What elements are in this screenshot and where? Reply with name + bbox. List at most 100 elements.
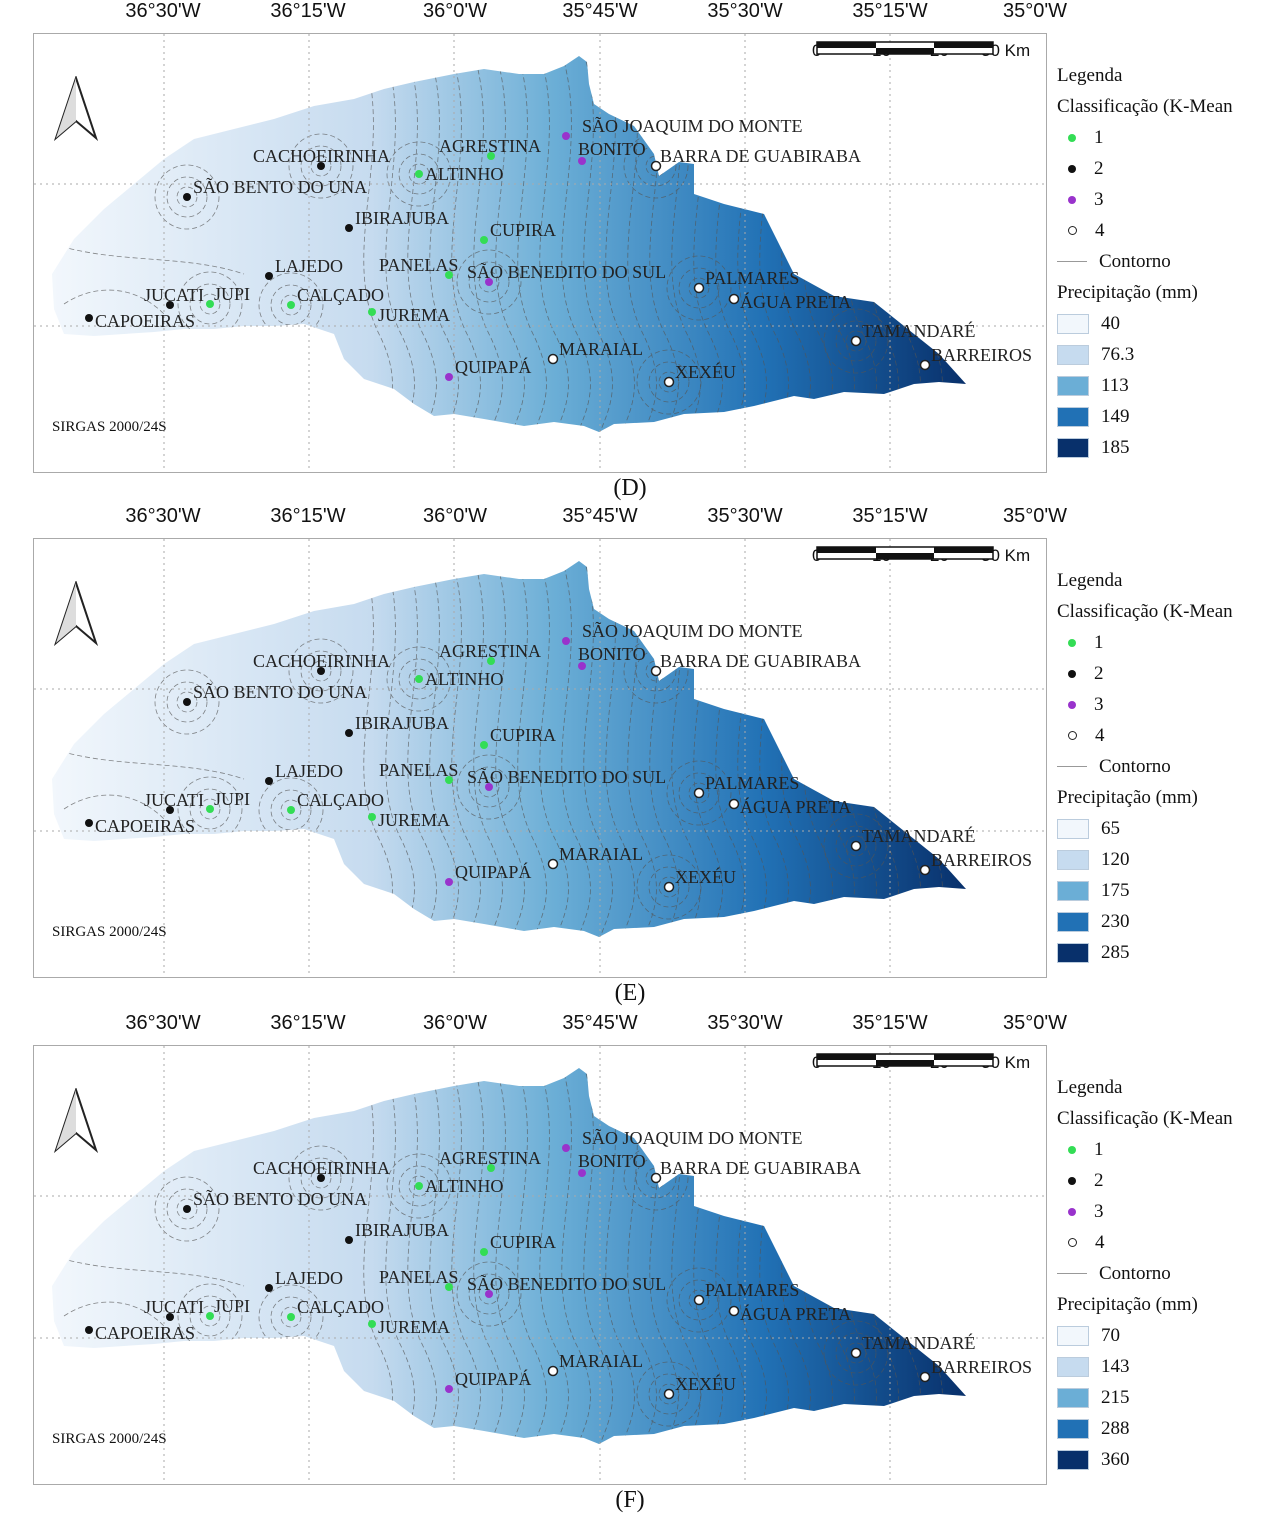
station-label: BARREIROS [931, 1357, 1032, 1377]
legend-classification-title: Classificação (K-Mean [1057, 1108, 1233, 1129]
station-capoeiras[interactable]: CAPOEIRAS [85, 311, 195, 331]
station-jupi[interactable]: JUPI [206, 789, 250, 813]
station-palmares[interactable]: PALMARES [693, 268, 800, 294]
station-bonito[interactable]: BONITO [578, 139, 646, 165]
station-jurema[interactable]: JUREMA [368, 810, 450, 830]
station--gua-preta[interactable]: ÁGUA PRETA [728, 796, 852, 817]
station-lajedo[interactable]: LAJEDO [265, 256, 343, 280]
station-xex-u[interactable]: XEXÉU [663, 361, 737, 388]
station-barra-de-guabiraba[interactable]: BARRA DE GUABIRABA [650, 651, 862, 677]
station-cupira[interactable]: CUPIRA [480, 725, 556, 749]
longitude-label: 35°30'W [707, 0, 783, 22]
legend-class-4: 4 [1057, 1227, 1281, 1258]
station-jurema[interactable]: JUREMA [368, 1317, 450, 1337]
class-label: 1 [1094, 127, 1104, 148]
station-cupira[interactable]: CUPIRA [480, 220, 556, 244]
station-ibirajuba[interactable]: IBIRAJUBA [345, 1220, 449, 1244]
station-s-o-benedito-do-sul[interactable]: SÃO BENEDITO DO SUL [467, 766, 666, 791]
station--gua-preta[interactable]: ÁGUA PRETA [728, 1303, 852, 1324]
station-bonito[interactable]: BONITO [578, 1151, 646, 1177]
station-panelas[interactable]: PANELAS [379, 760, 458, 784]
station-tamandar-[interactable]: TAMANDARÉ [850, 1332, 976, 1359]
station-altinho[interactable]: ALTINHO [415, 669, 503, 689]
legend-class-4: 4 [1057, 720, 1281, 751]
station-quipap-[interactable]: QUIPAPÁ [445, 356, 531, 381]
station-lajedo[interactable]: LAJEDO [265, 1268, 343, 1292]
station-panelas[interactable]: PANELAS [379, 255, 458, 279]
station-maraial[interactable]: MARAIAL [547, 339, 644, 365]
station-panelas[interactable]: PANELAS [379, 1267, 458, 1291]
contour-label: Contorno [1099, 251, 1171, 272]
station-jucati[interactable]: JUCATI [144, 285, 204, 309]
station-s-o-bento-do-una[interactable]: SÃO BENTO DO UNA [183, 1188, 367, 1213]
station-palmares[interactable]: PALMARES [693, 773, 800, 799]
station-palmares[interactable]: PALMARES [693, 1280, 800, 1306]
station-xex-u[interactable]: XEXÉU [663, 866, 737, 893]
station-label: LAJEDO [275, 761, 343, 781]
station-jupi[interactable]: JUPI [206, 1296, 250, 1320]
station-quipap-[interactable]: QUIPAPÁ [445, 1368, 531, 1393]
station-marker [265, 1284, 273, 1292]
station-barreiros[interactable]: BARREIROS [919, 345, 1033, 371]
station-jurema[interactable]: JUREMA [368, 305, 450, 325]
station-marker [728, 1305, 740, 1317]
station-cal-ado[interactable]: CALÇADO [287, 790, 384, 814]
station-ibirajuba[interactable]: IBIRAJUBA [345, 208, 449, 232]
station-s-o-joaquim-do-monte[interactable]: SÃO JOAQUIM DO MONTE [562, 115, 803, 140]
station-marker [919, 1371, 931, 1383]
station-marker [206, 300, 214, 308]
station-marker [445, 1385, 453, 1393]
station-maraial[interactable]: MARAIAL [547, 1351, 644, 1377]
station-capoeiras[interactable]: CAPOEIRAS [85, 816, 195, 836]
station-barreiros[interactable]: BARREIROS [919, 850, 1033, 876]
station-label: XEXÉU [675, 1373, 736, 1394]
station-altinho[interactable]: ALTINHO [415, 164, 503, 184]
station-agrestina[interactable]: AGRESTINA [439, 136, 541, 160]
station-cal-ado[interactable]: CALÇADO [287, 1297, 384, 1321]
station-label: TAMANDARÉ [862, 825, 976, 846]
latitude-label: 8°30'S [0, 1170, 4, 1226]
class-dot-icon [1068, 1145, 1076, 1154]
station-s-o-bento-do-una[interactable]: SÃO BENTO DO UNA [183, 681, 367, 706]
station-lajedo[interactable]: LAJEDO [265, 761, 343, 785]
station-barra-de-guabiraba[interactable]: BARRA DE GUABIRABA [650, 1158, 862, 1184]
station-tamandar-[interactable]: TAMANDARÉ [850, 320, 976, 347]
station-jupi[interactable]: JUPI [206, 284, 250, 308]
station-tamandar-[interactable]: TAMANDARÉ [850, 825, 976, 852]
station-cachoeirinha[interactable]: CACHOEIRINHA [253, 651, 390, 675]
color-swatch [1057, 942, 1089, 963]
station-agrestina[interactable]: AGRESTINA [439, 641, 541, 665]
longitude-label: 35°0'W [1002, 0, 1068, 22]
station-barra-de-guabiraba[interactable]: BARRA DE GUABIRABA [650, 146, 862, 172]
station-xex-u[interactable]: XEXÉU [663, 1373, 737, 1400]
station-marker [445, 1283, 453, 1291]
station-s-o-benedito-do-sul[interactable]: SÃO BENEDITO DO SUL [467, 261, 666, 286]
station-label: SÃO BENTO DO UNA [193, 1188, 367, 1209]
station-label: QUIPAPÁ [455, 861, 531, 882]
station--gua-preta[interactable]: ÁGUA PRETA [728, 291, 852, 312]
station-ibirajuba[interactable]: IBIRAJUBA [345, 713, 449, 737]
station-marker [85, 1326, 93, 1334]
station-cal-ado[interactable]: CALÇADO [287, 285, 384, 309]
station-jucati[interactable]: JUCATI [144, 1297, 204, 1321]
station-barreiros[interactable]: BARREIROS [919, 1357, 1033, 1383]
station-s-o-bento-do-una[interactable]: SÃO BENTO DO UNA [183, 176, 367, 201]
station-cachoeirinha[interactable]: CACHOEIRINHA [253, 146, 390, 170]
station-s-o-benedito-do-sul[interactable]: SÃO BENEDITO DO SUL [467, 1273, 666, 1298]
station-maraial[interactable]: MARAIAL [547, 844, 644, 870]
station-capoeiras[interactable]: CAPOEIRAS [85, 1323, 195, 1343]
station-quipap-[interactable]: QUIPAPÁ [445, 861, 531, 886]
station-s-o-joaquim-do-monte[interactable]: SÃO JOAQUIM DO MONTE [562, 620, 803, 645]
station-label: JUPI [214, 1296, 250, 1316]
station-label: CALÇADO [297, 285, 384, 305]
station-cachoeirinha[interactable]: CACHOEIRINHA [253, 1158, 390, 1182]
station-bonito[interactable]: BONITO [578, 644, 646, 670]
station-cupira[interactable]: CUPIRA [480, 1232, 556, 1256]
legend-contour: Contorno [1057, 1258, 1281, 1289]
station-label: MARAIAL [559, 844, 643, 864]
station-s-o-joaquim-do-monte[interactable]: SÃO JOAQUIM DO MONTE [562, 1127, 803, 1152]
station-agrestina[interactable]: AGRESTINA [439, 1148, 541, 1172]
station-altinho[interactable]: ALTINHO [415, 1176, 503, 1196]
legend-class-2: 2 [1057, 153, 1281, 184]
station-jucati[interactable]: JUCATI [144, 790, 204, 814]
